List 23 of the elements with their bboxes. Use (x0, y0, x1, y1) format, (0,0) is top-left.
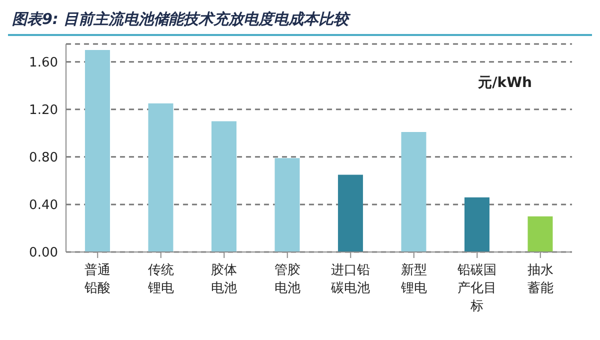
x-tick-label: 管胶电池 (274, 263, 300, 296)
x-tick-label: 胶体电池 (211, 263, 238, 296)
x-tick-label: 铅碳国产化目标 (456, 263, 497, 314)
x-tick-label: 抽水蓄能 (527, 263, 554, 296)
bar (528, 216, 553, 252)
y-tick-label: 1.20 (29, 102, 58, 118)
bar (148, 103, 174, 252)
x-tick-label: 传统锂电 (146, 263, 174, 296)
x-tick-label: 进口铅碳电池 (330, 263, 370, 296)
annotation: 元/kWh (478, 74, 532, 92)
y-tick-label: 0.80 (29, 150, 58, 166)
bar (274, 158, 300, 252)
x-tick-label: 普通铅酸 (84, 262, 111, 296)
bar (338, 174, 363, 252)
bar (464, 197, 490, 252)
y-tick-label: 0.40 (29, 198, 58, 214)
bar (84, 50, 110, 252)
x-tick-label: 新型锂电 (400, 263, 427, 296)
chart-title: 图表9: 目前主流电池储能技术充放电度电成本比较 (8, 8, 592, 36)
y-tick-label: 1.60 (29, 55, 58, 70)
y-tick-label: 0.00 (29, 246, 58, 261)
bar (401, 132, 426, 252)
bar (211, 121, 236, 252)
